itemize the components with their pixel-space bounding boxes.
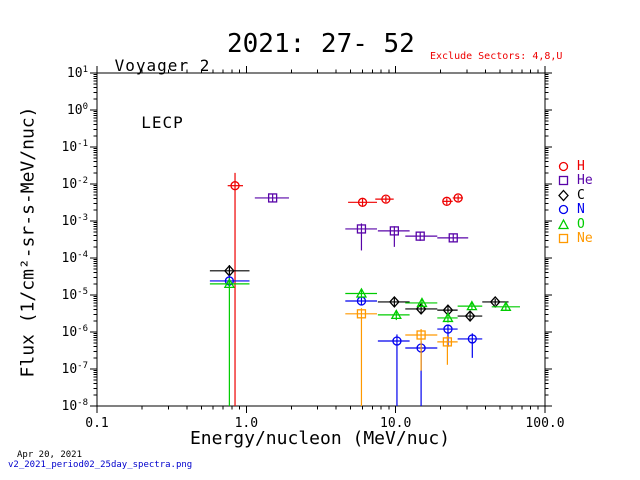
y-tick-label: 10-7 — [62, 361, 89, 377]
data-point-Ne — [416, 330, 426, 340]
x-tick-label: 100.0 — [525, 416, 564, 431]
y-tick-label: 10-8 — [62, 398, 89, 414]
instrument-line1: Voyager 2 — [114, 56, 211, 75]
exclude-note: Exclude Sectors: 4,8,U — [430, 51, 563, 62]
data-point-O — [442, 312, 454, 323]
legend-label: H — [577, 158, 585, 174]
legend-item-o: O — [557, 217, 593, 232]
data-point-O — [390, 309, 402, 320]
legend-label: He — [577, 173, 593, 189]
plot-filename-link[interactable]: v2_2021_period02_25day_spectra.png — [8, 460, 193, 470]
legend-diamond-icon — [558, 189, 569, 202]
legend-marker-ne-icon — [558, 234, 569, 244]
data-point-Ne — [356, 309, 367, 319]
legend: H He C N O Ne — [557, 159, 593, 246]
data-point-O — [355, 287, 368, 298]
data-point-N — [467, 334, 477, 344]
y-tick-label: 10-5 — [62, 287, 89, 303]
data-point-He — [448, 233, 458, 243]
instrument-line2: LECP — [141, 113, 184, 132]
data-point-He — [356, 224, 367, 234]
legend-circle-icon — [558, 161, 569, 171]
legend-marker-he-icon — [558, 176, 569, 186]
data-point-He — [267, 193, 278, 203]
data-point-O — [223, 278, 235, 289]
x-tick-label: 1.0 — [235, 416, 258, 431]
legend-item-c: C — [557, 188, 593, 203]
data-point-H — [230, 181, 240, 191]
legend-marker-h-icon — [558, 161, 569, 171]
y-tick-label: 101 — [67, 65, 88, 81]
data-point-H — [381, 194, 391, 204]
legend-item-he: He — [557, 173, 593, 189]
data-point-He — [415, 231, 425, 241]
x-tick-label: 0.1 — [85, 416, 108, 431]
data-point-O — [416, 297, 428, 308]
legend-triangle-icon — [557, 218, 570, 229]
plot-date: Apr 20, 2021 — [17, 450, 83, 460]
series-N — [209, 275, 483, 406]
y-tick-label: 10-3 — [62, 213, 89, 229]
legend-square-icon — [558, 234, 569, 244]
data-point-C — [388, 295, 400, 308]
legend-label: N — [577, 202, 585, 218]
data-point-O — [500, 300, 512, 311]
data-point-O — [466, 300, 478, 311]
x-axis-label: Energy/nucleon (MeV/nuc) — [189, 428, 451, 449]
data-point-H — [442, 196, 452, 206]
data-point-Ne — [442, 337, 453, 347]
data-point-H — [453, 193, 463, 203]
legend-marker-n-icon — [558, 205, 569, 215]
y-tick-label: 10-6 — [62, 324, 89, 340]
series-O — [209, 277, 520, 406]
legend-item-h: H — [557, 159, 593, 174]
legend-marker-o-icon — [557, 218, 570, 229]
instrument-title: Voyager 2 LECP — [90, 18, 235, 170]
legend-label: O — [577, 216, 585, 232]
legend-item-n: N — [557, 202, 593, 218]
series-He — [254, 193, 469, 251]
y-axis-label: Flux (1/cm²-sr-s-MeV/nuc) — [17, 106, 39, 378]
legend-label: C — [577, 187, 585, 203]
y-tick-label: 100 — [67, 102, 88, 118]
data-point-C — [464, 310, 476, 323]
y-tick-label: 10-4 — [62, 250, 89, 266]
series-C — [209, 264, 509, 323]
data-point-C — [415, 302, 427, 315]
legend-square-icon — [558, 176, 569, 186]
y-tick-label: 10-2 — [62, 176, 89, 192]
series-Ne — [345, 308, 458, 406]
legend-label: Ne — [577, 231, 593, 247]
data-point-H — [357, 197, 368, 207]
legend-circle-icon — [558, 205, 569, 215]
series-H — [227, 172, 463, 406]
x-tick-label: 10.0 — [380, 416, 411, 431]
axes: 0.1 1.0 10.0 100.0 101 100 10-1 10-2 10-3 10-4 10-… — [62, 65, 565, 431]
legend-item-ne: Ne — [557, 231, 593, 247]
data-point-N — [392, 336, 402, 346]
period-title: 2021: 27- 52 — [227, 29, 415, 59]
y-tick-label: 10-1 — [62, 139, 89, 155]
data-point-N — [443, 324, 453, 334]
legend-marker-c-icon — [558, 189, 569, 202]
data-point-He — [389, 226, 400, 236]
